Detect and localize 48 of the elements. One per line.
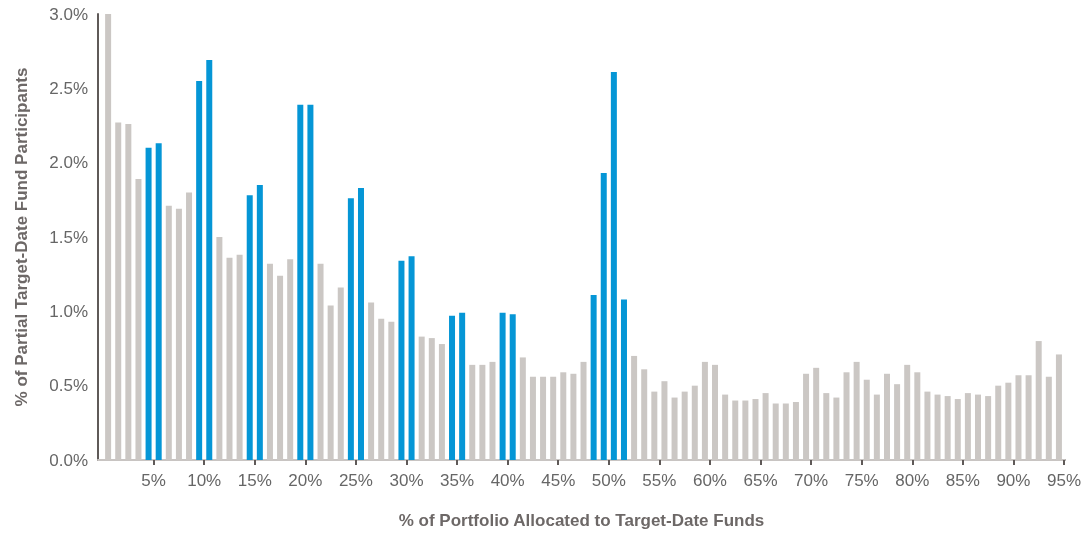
bar <box>499 312 506 460</box>
x-tick-label: 15% <box>237 471 272 490</box>
bar <box>600 173 607 460</box>
bar <box>246 195 253 460</box>
y-axis-title: % of Partial Target-Date Fund Participants <box>12 67 31 407</box>
y-tick-label: 2.0% <box>49 153 88 173</box>
bar <box>449 315 456 460</box>
x-tick-label: 35% <box>440 471 475 490</box>
x-axis-title: % of Portfolio Allocated to Target-Date Funds <box>398 511 765 530</box>
x-tick-label: 75% <box>844 471 879 490</box>
x-tick-label: 70% <box>794 471 829 490</box>
x-tick-label: 5% <box>141 471 166 490</box>
bar <box>590 294 597 460</box>
x-tick-label: 40% <box>490 471 525 490</box>
bar <box>307 104 314 460</box>
bar <box>155 143 162 460</box>
bar <box>347 198 354 460</box>
bar <box>256 184 263 460</box>
bar <box>620 299 627 460</box>
bar <box>206 60 213 460</box>
x-tick-label: 65% <box>743 471 778 490</box>
x-tick-label: 95% <box>1046 471 1081 490</box>
x-tick-label: 30% <box>389 471 424 490</box>
bar <box>408 256 415 460</box>
x-tick-label: 20% <box>288 471 323 490</box>
x-tick-label: 90% <box>996 471 1031 490</box>
y-tick-label: 3.0% <box>49 4 88 24</box>
bar <box>145 147 152 460</box>
x-tick-label: 10% <box>187 471 222 490</box>
y-tick-label: 0.5% <box>49 376 88 396</box>
bar <box>357 187 364 460</box>
x-tick-label: 60% <box>692 471 727 490</box>
x-tick-label: 25% <box>338 471 373 490</box>
x-tick-label: 80% <box>895 471 930 490</box>
bar <box>459 312 466 460</box>
x-tick-label: 55% <box>642 471 677 490</box>
bar <box>610 71 617 460</box>
x-tick-label: 45% <box>541 471 576 490</box>
y-tick-label: 0.0% <box>49 450 88 470</box>
bar <box>398 260 405 460</box>
y-tick-label: 1.0% <box>49 301 88 321</box>
x-tick-label: 85% <box>945 471 980 490</box>
x-tick-label: 50% <box>591 471 626 490</box>
y-tick-label: 2.5% <box>49 78 88 98</box>
bar <box>297 104 304 460</box>
bar <box>196 80 203 460</box>
y-tick-label: 1.5% <box>49 227 88 247</box>
bar <box>509 314 516 460</box>
